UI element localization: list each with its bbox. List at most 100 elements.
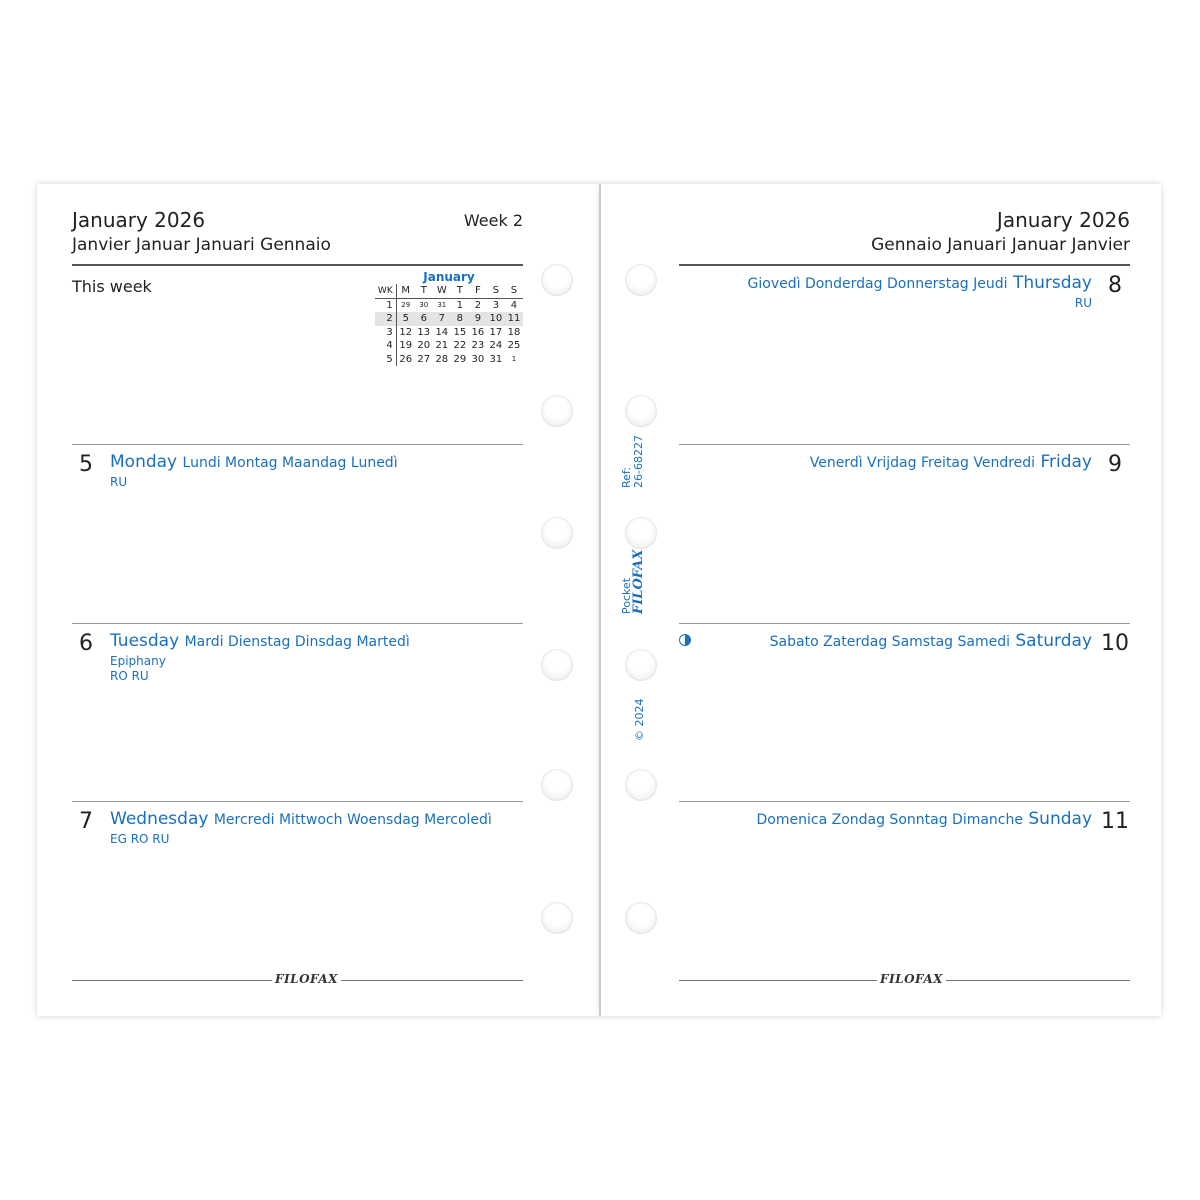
punch-hole bbox=[625, 902, 657, 934]
mini-calendar-week-row: 5 26 27 28 29 30 31 1 bbox=[375, 352, 523, 366]
mini-calendar-cell: 16 bbox=[471, 326, 485, 338]
day-name: Monday Lundi Montag Maandag Lunedì bbox=[110, 452, 398, 472]
day-separator bbox=[679, 623, 1130, 624]
day-name: Tuesday Mardi Dienstag Dinsdag Martedì bbox=[110, 631, 410, 651]
this-week-label: This week bbox=[72, 277, 152, 296]
day-separator bbox=[679, 444, 1130, 445]
mini-calendar-cell: 3 bbox=[375, 325, 397, 339]
mini-calendar-cell: 15 bbox=[453, 326, 467, 338]
mini-calendar-cell: 31 bbox=[489, 353, 503, 365]
mini-calendar-cell: 30 bbox=[419, 301, 429, 310]
punch-hole bbox=[625, 649, 657, 681]
mini-calendar-cell: 25 bbox=[507, 340, 521, 352]
left-month-translations: Janvier Januar Januari Gennaio bbox=[72, 235, 331, 255]
mini-calendar-cell: 22 bbox=[453, 340, 467, 352]
mini-calendar-week-row: 1 29 30 31 1 2 3 4 bbox=[375, 298, 523, 312]
right-month-title: January 2026 bbox=[996, 208, 1130, 232]
day-number: 9 bbox=[1108, 452, 1122, 477]
left-month-title: January 2026 bbox=[72, 208, 206, 232]
day-number: 5 bbox=[79, 452, 93, 477]
mini-calendar-cell: 10 bbox=[486, 312, 505, 326]
day-separator bbox=[72, 444, 523, 445]
mini-calendar-cell: 29 bbox=[453, 353, 467, 365]
mini-calendar-cell: 20 bbox=[417, 340, 431, 352]
mini-calendar-cell: 1 bbox=[375, 298, 397, 312]
day-separator bbox=[72, 623, 523, 624]
day-name: Sabato Zaterdag Samstag Samedi Saturday bbox=[769, 631, 1092, 651]
mini-calendar-cell: 12 bbox=[399, 326, 413, 338]
mini-calendar-cell: 13 bbox=[417, 326, 431, 338]
day-separator bbox=[679, 801, 1130, 802]
spine-divider bbox=[599, 184, 601, 1016]
ref-code: Ref: 26-68227 bbox=[620, 435, 645, 488]
day-notes: RU bbox=[110, 475, 128, 489]
mini-calendar-cell: 24 bbox=[489, 340, 503, 352]
day-number: 7 bbox=[79, 809, 93, 834]
mini-calendar-cell: 8 bbox=[450, 312, 469, 326]
day-name: Venerdì Vrijdag Freitag Vendredi Friday bbox=[809, 452, 1092, 472]
mini-calendar-cell: 1 bbox=[511, 355, 517, 364]
punch-hole bbox=[625, 517, 657, 549]
punch-hole bbox=[541, 649, 573, 681]
header-rule bbox=[72, 264, 523, 266]
punch-hole bbox=[541, 517, 573, 549]
mini-calendar-cell: 23 bbox=[471, 340, 485, 352]
day-number: 6 bbox=[79, 631, 93, 656]
mini-calendar-week-row: 4 19 20 21 22 23 24 25 bbox=[375, 339, 523, 353]
mini-calendar-header: F bbox=[468, 284, 487, 299]
mini-calendar-header: W bbox=[432, 284, 451, 299]
mini-calendar-cell: 14 bbox=[435, 326, 449, 338]
punch-hole bbox=[541, 769, 573, 801]
pocket-filofax-mark: Pocket filofax bbox=[620, 549, 646, 614]
punch-hole bbox=[625, 769, 657, 801]
mini-calendar-header: T bbox=[450, 284, 469, 299]
first-quarter-moon-icon bbox=[679, 634, 691, 646]
mini-calendar-cell: 2 bbox=[375, 312, 397, 326]
mini-calendar-cell: 9 bbox=[468, 312, 487, 326]
day-number: 11 bbox=[1101, 809, 1129, 834]
mini-calendar: January WK M T W T F S S 1 29 30 31 1 2 3 4 2 5 6 7 8 9 10 11 3 1… bbox=[375, 270, 523, 366]
mini-calendar-cell: 4 bbox=[510, 299, 518, 311]
filofax-logo: FILOFAX bbox=[877, 972, 946, 986]
right-page bbox=[600, 184, 1161, 1016]
day-number: 8 bbox=[1108, 273, 1122, 298]
mini-calendar-header: S bbox=[504, 284, 523, 299]
day-name: Domenica Zondag Sonntag Dimanche Sunday bbox=[756, 809, 1092, 829]
mini-calendar-cell: 26 bbox=[399, 353, 413, 365]
day-name: Wednesday Mercredi Mittwoch Woensdag Mer… bbox=[110, 809, 492, 829]
punch-hole bbox=[541, 902, 573, 934]
mini-calendar-header: WK bbox=[375, 284, 397, 299]
day-notes: RU bbox=[1074, 296, 1092, 310]
mini-calendar-cell: 21 bbox=[435, 340, 449, 352]
day-notes: EG RO RU bbox=[110, 832, 170, 846]
mini-calendar-cell: 6 bbox=[414, 312, 433, 326]
day-notes: Epiphany RO RU bbox=[110, 654, 166, 683]
mini-calendar-cell: 5 bbox=[396, 312, 415, 326]
mini-calendar-week-row: 2 5 6 7 8 9 10 11 bbox=[375, 312, 523, 326]
mini-calendar-cell: 31 bbox=[437, 301, 447, 310]
mini-calendar-cell: 28 bbox=[435, 353, 449, 365]
mini-calendar-cell: 5 bbox=[375, 352, 397, 366]
day-separator bbox=[72, 801, 523, 802]
punch-hole bbox=[541, 395, 573, 427]
mini-calendar-cell: 7 bbox=[432, 312, 451, 326]
mini-calendar-cell: 11 bbox=[504, 312, 523, 326]
mini-calendar-week-row: 3 12 13 14 15 16 17 18 bbox=[375, 325, 523, 339]
day-name: Giovedì Donderdag Donnerstag Jeudi Thurs… bbox=[747, 273, 1092, 293]
header-rule bbox=[679, 264, 1130, 266]
punch-hole bbox=[541, 264, 573, 296]
day-number: 10 bbox=[1101, 631, 1129, 656]
mini-calendar-cell: 3 bbox=[492, 299, 500, 311]
week-number: Week 2 bbox=[463, 211, 523, 230]
mini-calendar-cell: 29 bbox=[401, 301, 411, 310]
mini-calendar-cell: 18 bbox=[507, 326, 521, 338]
mini-calendar-header: M bbox=[396, 284, 415, 299]
mini-calendar-cell: 30 bbox=[471, 353, 485, 365]
copyright: © 2024 bbox=[633, 698, 646, 742]
filofax-logo: FILOFAX bbox=[272, 972, 341, 986]
punch-hole bbox=[625, 264, 657, 296]
mini-calendar-cell: 17 bbox=[489, 326, 503, 338]
right-month-translations: Gennaio Januari Januar Janvier bbox=[871, 235, 1130, 255]
mini-calendar-cell: 4 bbox=[375, 339, 397, 353]
mini-calendar-header: S bbox=[486, 284, 505, 299]
